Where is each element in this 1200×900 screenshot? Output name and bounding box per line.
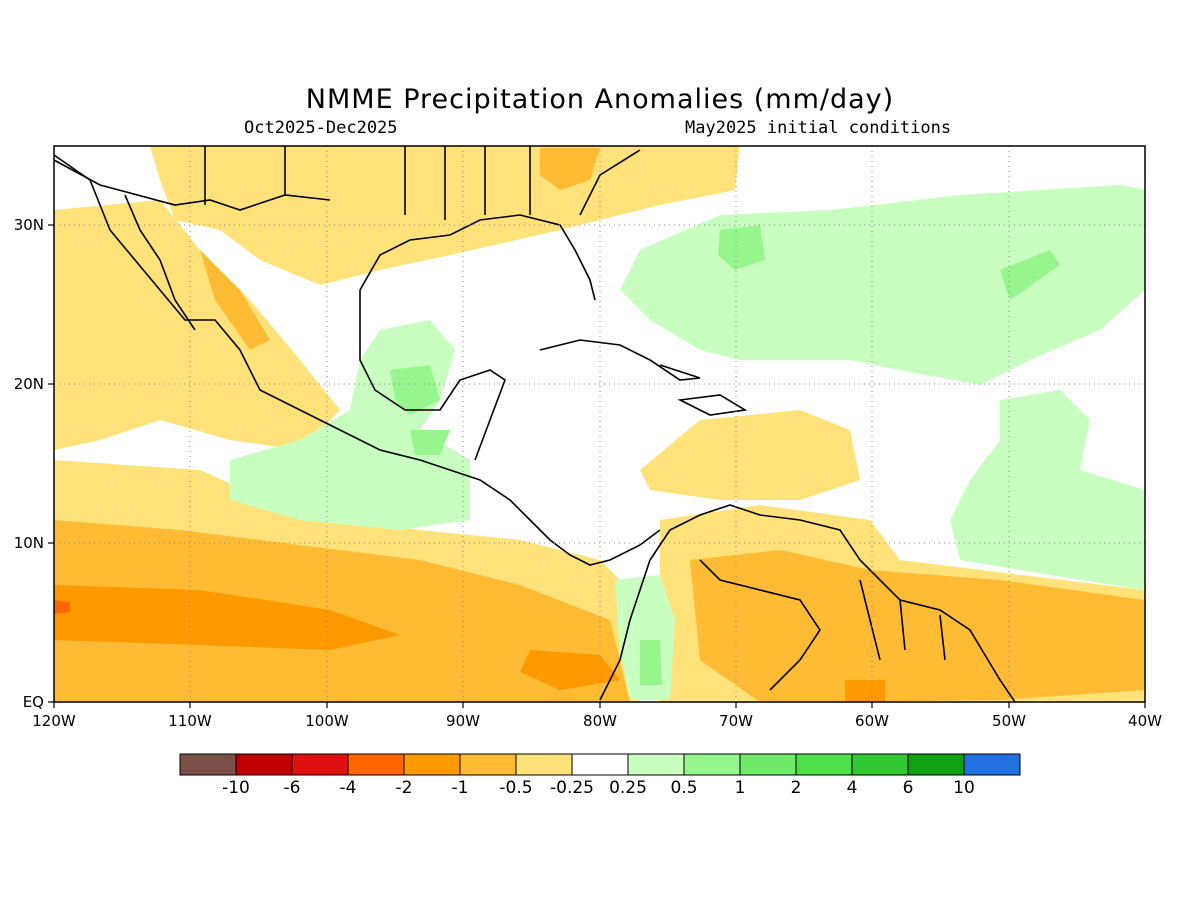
coastline-us-gulf xyxy=(359,214,596,301)
lon-tick-labels: 120W 110W 100W 90W 80W 70W 60W 50W 40W xyxy=(32,712,1162,730)
lat-tick-label: 20N xyxy=(14,375,44,393)
colorbar-label: -0.25 xyxy=(550,778,594,798)
colorbar-label: 1 xyxy=(735,778,746,798)
colorbar-swatch xyxy=(907,753,965,776)
dry-band-epac-5 xyxy=(54,600,70,614)
wet-region-atlantic-2 xyxy=(718,225,765,270)
border-guianas xyxy=(859,579,946,661)
wet-region-east-atl xyxy=(950,390,1145,590)
colorbar-label: -6 xyxy=(284,778,301,798)
wet-shading xyxy=(230,185,1145,700)
colorbar-label: -1 xyxy=(452,778,469,798)
dry-region-caribbean xyxy=(640,410,860,500)
axis-ticks xyxy=(48,224,1146,708)
coastline-hispaniola xyxy=(677,394,748,416)
colorbar-swatch xyxy=(515,753,573,776)
colorbar-swatch xyxy=(795,753,853,776)
coastline-baja xyxy=(124,194,196,331)
colorbar-swatch xyxy=(291,753,349,776)
dry-band-epac-2 xyxy=(54,520,630,702)
colorbar-label: -4 xyxy=(340,778,357,798)
dry-region-mexico-2 xyxy=(200,250,270,350)
coastline-north-america xyxy=(53,154,661,566)
colorbar-label: 6 xyxy=(903,778,914,798)
colorbar-label: 0.25 xyxy=(609,778,647,798)
colorbar-label: 0.5 xyxy=(670,778,697,798)
forecast-period: Oct2025-Dec2025 xyxy=(244,118,398,138)
lon-tick-label: 60W xyxy=(855,712,889,730)
lon-tick-label: 100W xyxy=(305,712,349,730)
coastline-us-east xyxy=(579,149,641,216)
colorbar-swatch xyxy=(963,753,1021,776)
colorbar-swatch xyxy=(459,753,517,776)
dry-region-samerica-2 xyxy=(690,550,1145,702)
colorbar-swatches xyxy=(179,753,1021,776)
lon-tick-label: 110W xyxy=(168,712,212,730)
dry-region-samerica-3 xyxy=(845,680,885,702)
border-venezuela xyxy=(699,559,821,691)
colorbar-labels: -10 -6 -4 -2 -1 -0.5 -0.25 0.25 0.5 1 2 4 6 10 xyxy=(222,778,975,798)
coastline-cuba xyxy=(539,339,701,381)
colorbar-swatch xyxy=(571,753,629,776)
colorbar-label: -10 xyxy=(222,778,250,798)
dry-band-epac-3 xyxy=(54,585,400,650)
colorbar-swatch xyxy=(627,753,685,776)
colorbar-label: -2 xyxy=(396,778,413,798)
coastline-samerica xyxy=(599,504,1016,703)
colorbar-swatch xyxy=(683,753,741,776)
lon-tick-label: 80W xyxy=(583,712,617,730)
dry-region-mexico xyxy=(54,200,340,450)
colorbar: -10 -6 -4 -2 -1 -0.5 -0.25 0.25 0.5 1 2 4 6 10 xyxy=(179,753,1021,798)
colorbar-label: 4 xyxy=(847,778,858,798)
dry-region-north-2 xyxy=(540,148,600,190)
colorbar-swatch xyxy=(403,753,461,776)
coastlines xyxy=(53,146,1016,703)
wet-region-gulf-3 xyxy=(410,430,450,455)
colorbar-swatch xyxy=(235,753,293,776)
lon-tick-label: 90W xyxy=(446,712,480,730)
colorbar-label: -0.5 xyxy=(499,778,532,798)
dry-band-epac-4 xyxy=(520,650,620,690)
wet-region-atlantic-3 xyxy=(1000,250,1060,300)
colorbar-label: 2 xyxy=(791,778,802,798)
colorbar-label: 10 xyxy=(953,778,975,798)
lon-tick-label: 120W xyxy=(32,712,76,730)
wet-region-gulf-2 xyxy=(390,365,440,415)
lon-tick-label: 70W xyxy=(719,712,753,730)
lat-tick-label: 10N xyxy=(14,534,44,552)
lon-tick-label: 50W xyxy=(992,712,1026,730)
border-states xyxy=(204,146,531,220)
colorbar-swatch xyxy=(739,753,797,776)
lat-lon-grid xyxy=(54,146,1145,702)
anomaly-shading xyxy=(54,146,1145,702)
colorbar-swatch xyxy=(179,753,237,776)
coastline-gulf xyxy=(359,290,506,461)
lon-tick-label: 40W xyxy=(1128,712,1162,730)
initial-conditions: May2025 initial conditions xyxy=(685,118,952,138)
colorbar-swatch xyxy=(347,753,405,776)
map-plot-area xyxy=(53,145,1146,703)
colorbar-swatch xyxy=(851,753,909,776)
wet-region-colombia-2 xyxy=(640,640,662,685)
map-title: NMME Precipitation Anomalies (mm/day) xyxy=(305,84,895,115)
lat-tick-label: 30N xyxy=(14,216,44,234)
lat-tick-labels: EQ 10N 20N 30N xyxy=(14,216,44,711)
lat-tick-label: EQ xyxy=(23,693,44,711)
